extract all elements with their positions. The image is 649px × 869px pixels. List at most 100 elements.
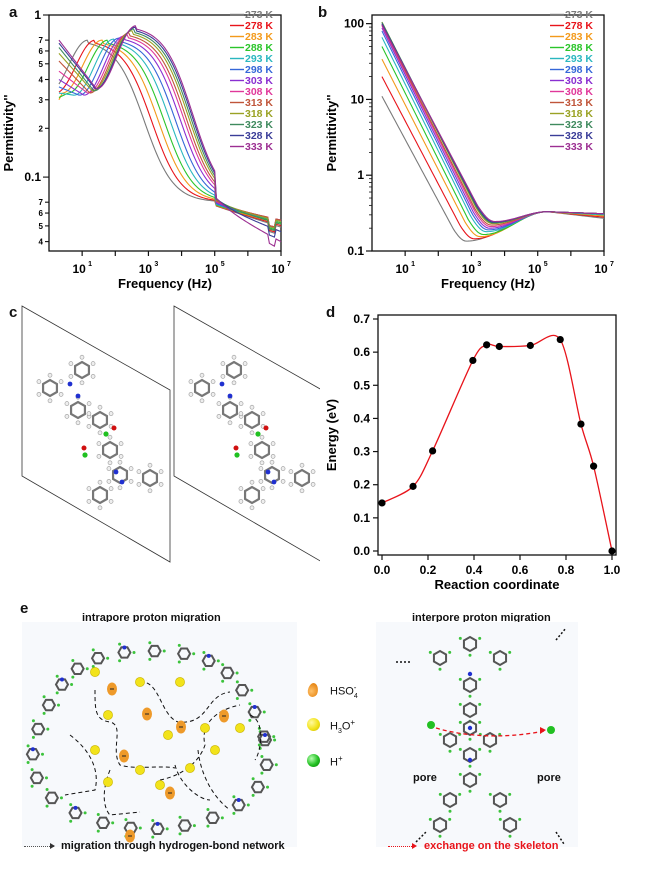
framework-hydrogen bbox=[274, 763, 278, 767]
h3o-ion bbox=[135, 765, 145, 775]
hydrogen-atom bbox=[64, 401, 70, 406]
framework-ring bbox=[29, 771, 45, 785]
skeleton-ring bbox=[442, 791, 458, 809]
skeleton-hydrogen bbox=[508, 834, 512, 838]
legend-entry-313k: 313 K bbox=[565, 97, 593, 109]
skeleton-hydrogen bbox=[458, 636, 462, 640]
benzene-ring bbox=[41, 378, 59, 398]
series-line-283k bbox=[58, 39, 282, 232]
skeleton-ring bbox=[462, 701, 478, 719]
hso4-label: HSO bbox=[330, 685, 354, 698]
hydrogen-atom bbox=[249, 479, 255, 485]
benzene-ring bbox=[221, 400, 239, 420]
hydrogen-atom bbox=[97, 479, 103, 485]
y-axis-label: Permittivity'' bbox=[324, 95, 339, 172]
series-line-323k bbox=[58, 28, 282, 232]
legend-entry-313k: 313 K bbox=[245, 97, 273, 109]
x-tick-label: 0.8 bbox=[558, 563, 575, 577]
y-tick-label: 2 bbox=[39, 124, 44, 133]
legend-entry-298k: 298 K bbox=[565, 64, 593, 76]
hso4-sup: - bbox=[353, 683, 357, 692]
hbond-migration-path bbox=[249, 714, 262, 761]
framework-hydrogen bbox=[42, 695, 46, 699]
skeleton-hydrogen bbox=[458, 747, 462, 751]
framework-nitrogen bbox=[122, 645, 127, 650]
framework-ring bbox=[150, 822, 165, 836]
framework-hydrogen bbox=[246, 803, 250, 807]
y-tick-label: 6 bbox=[39, 47, 44, 56]
skeleton-hydrogen bbox=[448, 749, 452, 753]
skeleton-ring bbox=[442, 731, 458, 749]
hydrogen-atom bbox=[117, 485, 123, 491]
hydrogen-atom bbox=[270, 454, 276, 459]
hydrogen-atom bbox=[108, 486, 114, 491]
x-tick-label-base: 10 bbox=[139, 262, 153, 276]
h3o-ion bbox=[103, 777, 113, 787]
framework-hydrogen bbox=[260, 754, 264, 758]
data-point-6 bbox=[526, 341, 534, 350]
skeleton-nitrogen bbox=[467, 671, 473, 677]
hydrogen-atom bbox=[97, 505, 103, 511]
skeleton-nitrogen bbox=[467, 725, 473, 731]
skeleton-ring bbox=[462, 635, 478, 653]
hydrogen-atom bbox=[288, 469, 294, 474]
nitrogen-atom bbox=[271, 479, 277, 485]
h3o-ion bbox=[185, 763, 195, 773]
skeleton-nitrogen bbox=[467, 757, 473, 763]
skeleton-hydrogen bbox=[488, 749, 492, 753]
hydrogen-atom bbox=[97, 404, 103, 410]
y-tick-label: 0.2 bbox=[353, 478, 370, 492]
framework-ring bbox=[176, 647, 192, 660]
legend-entry-273k: 273 K bbox=[565, 9, 593, 21]
hydrogen-atom bbox=[249, 505, 255, 511]
x-tick-label-base: 10 bbox=[271, 262, 285, 276]
hydrogen-atom bbox=[238, 486, 244, 491]
x-tick-label-base: 10 bbox=[72, 262, 86, 276]
x-tick-label: 0.6 bbox=[512, 563, 529, 577]
series-line-328k bbox=[58, 26, 282, 238]
skeleton-hydrogen bbox=[488, 792, 492, 796]
unit-cell-frame bbox=[21, 305, 171, 563]
benzene-ring bbox=[253, 440, 271, 460]
x-tick-label: 10 3 bbox=[462, 261, 482, 276]
hydrogen-atom bbox=[210, 392, 216, 397]
oxygen-atom bbox=[81, 445, 87, 451]
h3o-ion bbox=[155, 780, 165, 790]
hydrogen-atom bbox=[117, 459, 123, 465]
nitrogen-atom bbox=[119, 479, 125, 485]
proton-start bbox=[427, 721, 435, 729]
pore-label-right: pore bbox=[537, 772, 561, 784]
framework-hydrogen bbox=[71, 658, 75, 662]
hso4-drop-icon bbox=[306, 682, 320, 698]
hydrogen-atom bbox=[58, 379, 64, 384]
framework-ring bbox=[205, 811, 220, 825]
skeleton-hydrogen bbox=[478, 747, 482, 751]
benzene-ring bbox=[293, 468, 311, 488]
framework-hydrogen bbox=[235, 671, 239, 675]
hydrogen-atom bbox=[249, 404, 255, 410]
framework-hydrogen bbox=[106, 656, 110, 660]
hydrogen-atom bbox=[248, 454, 254, 459]
framework-nitrogen bbox=[30, 747, 35, 752]
framework-hydrogen bbox=[148, 641, 152, 645]
x-tick-label: 0.0 bbox=[374, 563, 391, 577]
skeleton-hydrogen bbox=[478, 772, 482, 776]
framework-hydrogen bbox=[177, 643, 181, 647]
legend-entry-303k: 303 K bbox=[565, 75, 593, 87]
hydrogen-atom bbox=[227, 420, 233, 426]
x-axis-label: Frequency (Hz) bbox=[118, 276, 212, 291]
benzene-ring bbox=[263, 465, 281, 485]
x-tick-label-base: 10 bbox=[528, 262, 542, 276]
framework-hydrogen bbox=[260, 771, 264, 775]
hydrogen-atom bbox=[64, 414, 70, 419]
hydrogen-atom bbox=[86, 411, 92, 416]
data-point-5 bbox=[495, 342, 503, 351]
proton-sphere-icon bbox=[307, 754, 320, 767]
nitrogen-atom bbox=[113, 469, 119, 475]
y-tick-label: 10 bbox=[351, 92, 365, 106]
framework-ring bbox=[31, 722, 46, 736]
hbond-migration-path bbox=[94, 689, 176, 769]
proton-end bbox=[547, 726, 555, 734]
